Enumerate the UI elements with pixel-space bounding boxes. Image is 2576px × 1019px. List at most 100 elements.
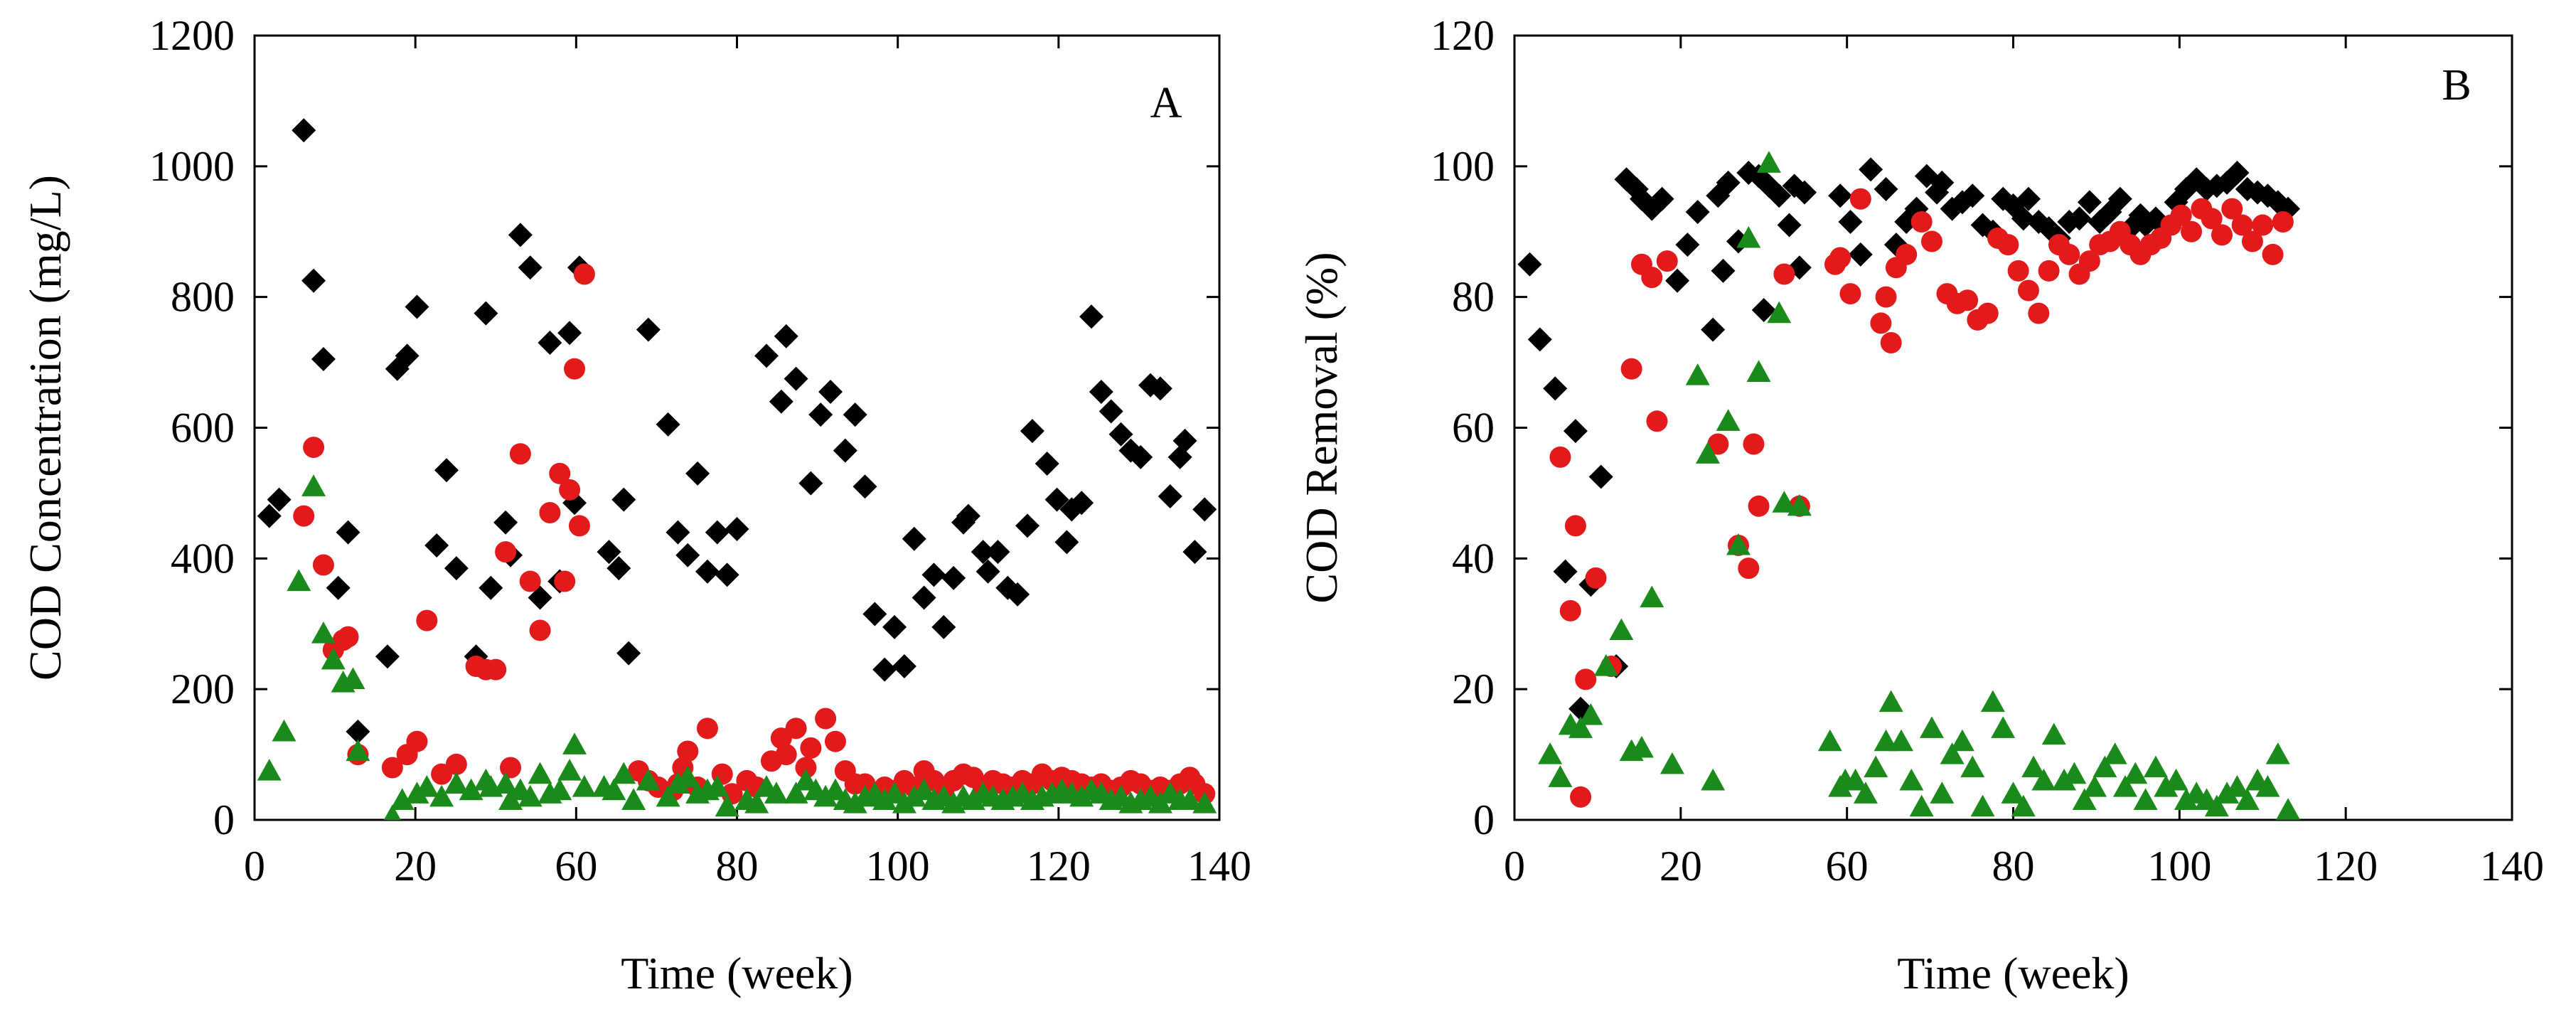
triangle-marker (744, 791, 769, 813)
circle-marker (1773, 263, 1795, 285)
circle-marker (785, 717, 807, 740)
triangle-marker (843, 791, 867, 813)
triangle-marker (415, 775, 439, 797)
triangle-marker (287, 569, 311, 592)
diamond-marker (1517, 252, 1542, 277)
triangle-marker (675, 765, 700, 787)
diamond-marker (1792, 180, 1817, 205)
triangle-marker (2133, 788, 2158, 811)
circle-marker (2252, 214, 2274, 236)
triangle-marker (1609, 618, 1634, 641)
diamond-marker (444, 556, 469, 581)
diamond-marker (862, 602, 887, 626)
diamond-marker (1767, 183, 1792, 208)
diamond-marker (1711, 258, 1736, 283)
y-tick-label: 80 (1452, 274, 1495, 321)
triangle-marker (2112, 775, 2137, 797)
triangle-marker (621, 788, 646, 811)
x-tick-label: 20 (1660, 843, 1702, 890)
triangle-marker (2265, 742, 2290, 764)
diamond-marker (754, 343, 779, 368)
y-tick-label: 1000 (149, 143, 235, 190)
y-tick-label: 20 (1452, 666, 1495, 713)
circle-marker (445, 753, 467, 775)
x-tick-label: 140 (2480, 843, 2544, 890)
circle-marker (564, 358, 586, 380)
diamond-marker (675, 543, 700, 567)
diamond-marker (636, 317, 661, 342)
triangle-marker (1701, 768, 1726, 791)
diamond-marker (976, 559, 1000, 584)
triangle-marker (1640, 585, 1664, 608)
diamond-marker (1848, 242, 1873, 267)
triangle-marker (1889, 729, 1914, 752)
y-tick-label: 800 (171, 274, 235, 321)
triangle-marker (1660, 752, 1684, 774)
diamond-marker (843, 402, 867, 427)
circle-marker (2007, 260, 2029, 282)
x-axis-title: Time (week) (621, 948, 853, 998)
diamond-marker (715, 562, 739, 587)
diamond-marker (808, 402, 833, 427)
triangle-marker (1177, 788, 1202, 811)
diamond-marker (1716, 170, 1741, 195)
panel-label: B (2442, 61, 2471, 110)
circle-marker (1849, 188, 1871, 210)
diamond-marker (1020, 419, 1044, 444)
diamond-marker (2184, 167, 2209, 192)
triangle-marker (311, 621, 336, 644)
diamond-marker (774, 324, 798, 348)
circle-marker (549, 462, 571, 484)
x-axis-title: Time (week) (1897, 948, 2129, 998)
triangle-marker (1685, 363, 1710, 385)
circle-marker (559, 479, 581, 501)
y-tick-label: 100 (1431, 143, 1495, 190)
circle-marker (1977, 302, 1999, 324)
diamond-marker (902, 526, 926, 551)
diamond-marker (1054, 530, 1079, 555)
triangle-marker (2154, 775, 2179, 797)
triangle-marker (611, 762, 636, 784)
circle-marker (1839, 283, 1861, 305)
diamond-marker (2077, 190, 2102, 215)
diamond-marker (336, 520, 360, 545)
triangle-marker (2235, 788, 2260, 811)
diamond-marker (1015, 513, 1040, 538)
circle-marker (1896, 243, 1918, 265)
diamond-marker (1960, 183, 1985, 208)
circle-marker (1910, 210, 1933, 233)
circle-marker (406, 730, 428, 752)
diamond-marker (1685, 200, 1710, 225)
diamond-marker (1751, 298, 1776, 323)
triangle-marker (1069, 784, 1094, 807)
diamond-marker (931, 614, 956, 639)
circle-marker (2272, 210, 2294, 233)
circle-marker (2181, 220, 2203, 242)
circle-marker (1997, 234, 2019, 256)
x-tick-label: 0 (1504, 843, 1525, 890)
diamond-marker (395, 343, 419, 368)
circle-marker (293, 505, 315, 527)
triangle-marker (1548, 765, 1573, 787)
diamond-marker (528, 585, 552, 610)
triangle-marker (1772, 491, 1797, 513)
panel-label: A (1150, 79, 1182, 127)
circle-marker (568, 515, 590, 537)
diamond-marker (1079, 304, 1103, 329)
triangle-marker (1874, 729, 1898, 752)
circle-marker (800, 737, 822, 759)
data-points (1517, 151, 2301, 820)
diamond-marker (1777, 213, 1802, 238)
triangle-marker (2204, 794, 2229, 817)
circle-marker (1559, 599, 1581, 621)
diamond-marker (1182, 540, 1207, 565)
x-tick-label: 80 (716, 843, 759, 890)
triangle-marker (429, 784, 454, 807)
triangle-marker (2052, 768, 2077, 791)
diamond-marker (1543, 376, 1568, 401)
diamond-marker (1192, 497, 1217, 522)
diamond-marker (695, 559, 720, 584)
diamond-marker (833, 438, 857, 463)
diamond-marker (346, 719, 370, 744)
circle-marker (509, 443, 531, 465)
